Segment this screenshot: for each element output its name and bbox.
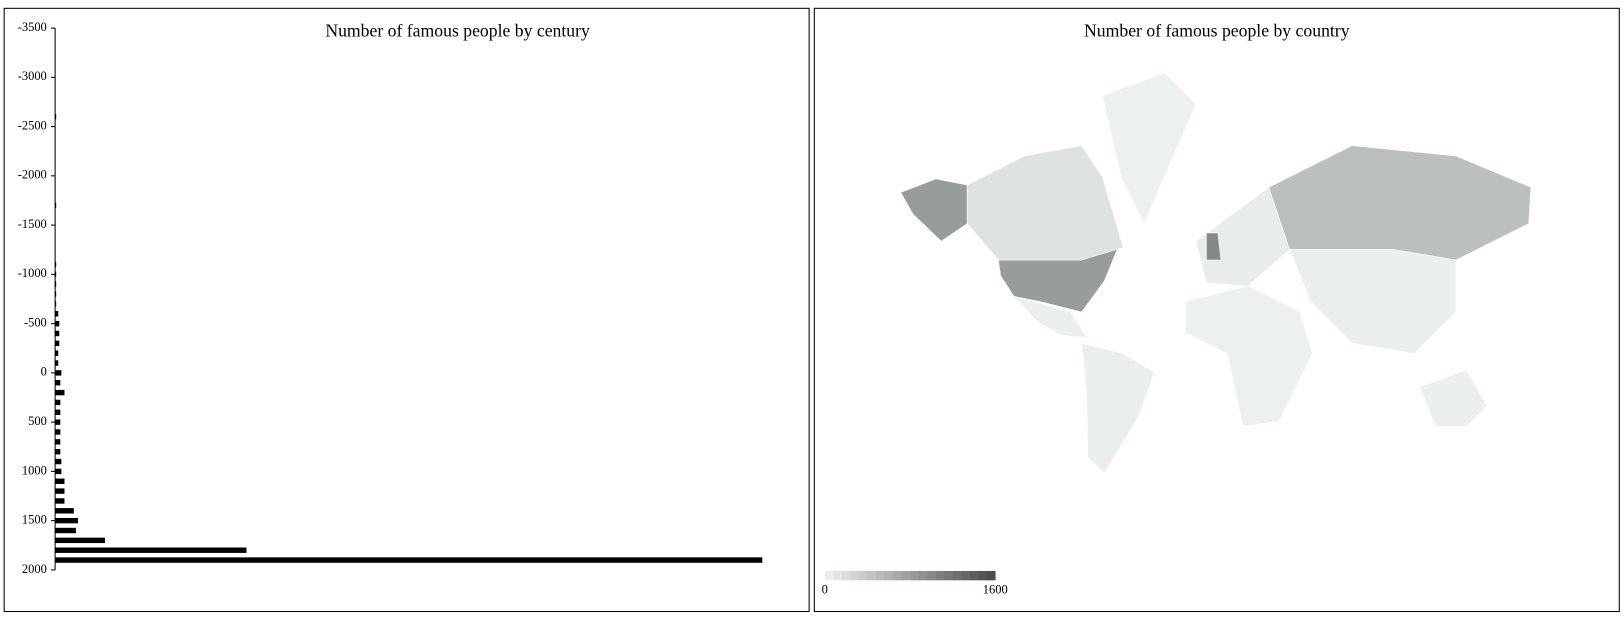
y-tick-label: 2000 [22,562,47,576]
y-tick-label: 1500 [22,513,47,527]
country [1206,232,1222,261]
bar [55,389,65,396]
country [1195,186,1290,287]
bar [55,281,57,287]
bar [55,498,65,504]
left-panel [3,7,810,613]
legend-swatch [841,570,851,581]
bar [55,330,60,337]
canvas: Number of famous people by century Numbe… [3,7,1620,613]
country [1081,342,1155,474]
legend-swatch [969,570,979,581]
legend-swatch [875,570,885,581]
bar [55,517,78,524]
country [1102,72,1197,225]
legend-swatch [927,570,936,581]
legend-swatch [824,570,834,581]
bar [55,547,247,553]
legend-swatch [901,570,911,581]
bar [55,311,59,317]
bar [55,320,60,327]
y-tick-label: -3500 [18,20,47,34]
country [966,145,1124,261]
bar [55,340,60,347]
y-tick-label: -3000 [18,69,47,83]
legend-swatch [935,570,945,581]
bar [55,360,59,366]
legend-swatch [892,570,902,581]
bar [55,291,57,297]
legend-swatch [884,570,894,581]
y-tick-label: -2000 [18,168,47,182]
legend-swatch [858,570,868,581]
y-tick-label: -1000 [18,266,47,280]
bar [55,557,763,563]
country [1289,249,1457,354]
world-map [900,72,1532,474]
country [1419,369,1488,427]
legend-swatch [944,570,953,581]
bar-chart: -3500 -3000 -2500 -2000 -1500 -1000 -500 0 500 10… [18,20,763,576]
bar [55,537,106,544]
y-tick-label: -2500 [18,118,47,132]
legend-swatch [986,570,996,581]
y-tick-label: -1500 [18,217,47,231]
legend-swatch [952,570,962,581]
bar [55,448,61,455]
bar [55,271,57,278]
bar [55,399,61,406]
bar [55,488,65,494]
y-tick-label: 1000 [22,463,47,477]
bar [55,478,65,484]
bar [55,508,74,514]
bar [55,380,61,386]
color-legend: 0 1600 [822,570,1008,597]
legend-swatch [850,570,860,581]
bar [55,429,61,435]
bar [55,301,57,307]
bar [55,439,61,445]
legend-swatch [833,570,843,581]
legend-swatch [918,570,928,581]
map-title: Number of famous people by country [1084,20,1350,40]
legend-swatch [978,570,988,581]
legend-swatch [867,570,877,581]
bar [55,468,62,475]
bar [55,350,59,356]
bar [55,114,57,120]
bar [55,409,61,415]
country [1185,285,1313,427]
bar [55,202,57,209]
legend-label: 1600 [983,583,1008,597]
bar [55,458,62,465]
country [1013,295,1088,339]
legend-swatch [909,570,919,581]
y-tick-label: 0 [41,365,47,379]
bar [55,261,57,268]
bar [55,527,76,534]
legend-swatch [961,570,971,581]
legend-label: 0 [822,583,828,597]
y-tick-label: 500 [28,414,47,428]
chart-title: Number of famous people by century [325,20,590,40]
bar [55,370,62,376]
bar [55,419,61,425]
y-tick-label: -500 [24,315,47,329]
